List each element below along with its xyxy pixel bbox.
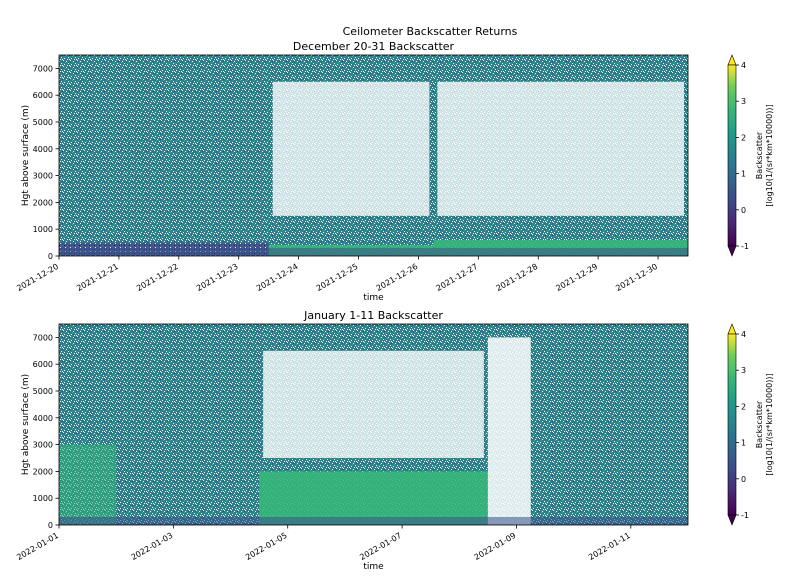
- y-tick-label: 3000: [33, 441, 53, 450]
- colorbar-tick-label: 1: [741, 170, 746, 179]
- x-axis-label: time: [363, 562, 384, 572]
- y-tick-label: 6000: [33, 360, 53, 369]
- panel-title: December 20-31 Backscatter: [293, 40, 455, 53]
- colorbar-tick-label: 3: [741, 97, 746, 106]
- x-tick-label: 2021-12-30: [614, 262, 659, 293]
- y-tick-label: 7000: [33, 64, 53, 73]
- y-tick-label: 1000: [33, 494, 53, 503]
- colorbar-tick-label: 1: [741, 439, 746, 448]
- clear-sky-region: [263, 350, 484, 458]
- y-tick-label: 0: [48, 252, 53, 261]
- colorbar: [727, 333, 737, 516]
- colorbar-extend-min: [727, 514, 737, 526]
- colorbar-tick-label: 4: [741, 330, 746, 339]
- y-tick-label: 6000: [33, 91, 53, 100]
- figure-suptitle: Ceilometer Backscatter Returns: [343, 25, 518, 38]
- x-tick-label: 2022-01-03: [130, 531, 175, 562]
- x-tick-label: 2021-12-20: [15, 262, 60, 293]
- x-tick-label: 2021-12-29: [554, 262, 599, 293]
- plot-frame: [58, 323, 689, 526]
- x-tick-label: 2022-01-11: [587, 531, 632, 562]
- colorbar-tick-label: 2: [741, 133, 746, 142]
- surface-layer: [59, 247, 688, 256]
- x-tick-label: 2021-12-24: [255, 262, 300, 293]
- y-tick-label: 3000: [33, 172, 53, 181]
- y-tick-label: 4000: [33, 414, 53, 423]
- panel-january: January 1-11 Backscatter 0 1000 2000 3000 400…: [15, 309, 774, 572]
- colorbar-tick-label: 0: [741, 206, 746, 215]
- x-tick-label: 2021-12-26: [375, 262, 420, 293]
- colorbar-tick-label: 2: [741, 402, 746, 411]
- x-tick-label: 2021-12-27: [435, 262, 480, 293]
- y-tick-label: 0: [48, 521, 53, 530]
- x-tick-label: 2021-12-21: [75, 262, 120, 293]
- colorbar-label: Backscatter: [755, 400, 764, 448]
- x-axis-label: time: [363, 293, 384, 303]
- colorbar-tick-label: 0: [741, 475, 746, 484]
- colorbar-tick-label: -1: [741, 242, 749, 251]
- x-tick-label: 2022-01-07: [358, 531, 403, 562]
- x-tick-label: 2022-01-01: [15, 531, 60, 562]
- panel-title: January 1-11 Backscatter: [303, 309, 443, 322]
- y-tick-label: 2000: [33, 198, 53, 207]
- plot-frame: [58, 54, 689, 257]
- low-cloud-layer: [259, 471, 488, 525]
- high-return-band: [59, 444, 117, 525]
- clear-sky-region: [272, 81, 430, 216]
- colorbar-label: Backscatter: [755, 131, 764, 179]
- x-tick-label: 2021-12-22: [135, 262, 180, 293]
- colorbar-tick-label: 4: [741, 61, 746, 70]
- colorbar-label: [log10(1/(sr*km*10000))]: [765, 373, 774, 475]
- y-tick-label: 4000: [33, 145, 53, 154]
- y-axis-label: Hgt above surface (m): [21, 105, 31, 206]
- y-tick-label: 5000: [33, 118, 53, 127]
- y-tick-label: 5000: [33, 387, 53, 396]
- x-tick-label: 2021-12-28: [494, 262, 539, 293]
- colorbar-tick-label: -1: [741, 511, 749, 520]
- colorbar: [727, 64, 737, 247]
- clear-sky-region: [437, 81, 684, 216]
- colorbar-tick-label: 3: [741, 366, 746, 375]
- colorbar-extend-min: [727, 245, 737, 257]
- panel-december: December 20-31 Backscatter 0 1000 2000 3000 4…: [15, 40, 774, 303]
- y-tick-label: 2000: [33, 467, 53, 476]
- y-axis-label: Hgt above surface (m): [21, 374, 31, 475]
- colorbar-extend-max: [727, 323, 737, 335]
- clear-sky-gap: [487, 337, 531, 525]
- x-tick-label: 2021-12-25: [315, 262, 360, 293]
- x-tick-label: 2021-12-23: [195, 262, 240, 293]
- colorbar-label: [log10(1/(sr*km*10000))]: [765, 104, 774, 206]
- surface-layer: [59, 516, 688, 525]
- x-tick-label: 2022-01-09: [473, 531, 518, 562]
- y-tick-label: 7000: [33, 333, 53, 342]
- y-tick-label: 1000: [33, 225, 53, 234]
- colorbar-extend-max: [727, 54, 737, 66]
- x-tick-label: 2022-01-05: [244, 531, 289, 562]
